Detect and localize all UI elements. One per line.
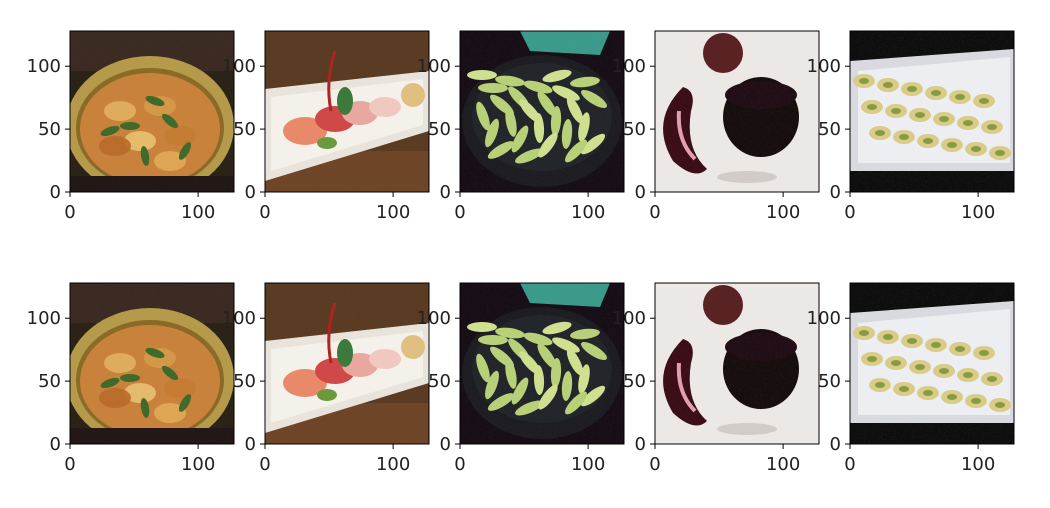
y-tick-label: 100 <box>417 308 451 329</box>
x-tick-label: 100 <box>181 454 215 475</box>
panel-r0-c0: 0 50 100 0 100 <box>27 30 235 223</box>
panel-r0-c2: 0 50 100 0 100 <box>417 30 625 223</box>
x-tick-label: 100 <box>961 454 995 475</box>
panel-image-sushi-rolls-tray <box>850 283 1014 444</box>
y-tick-label: 100 <box>612 308 646 329</box>
y-tick-label: 50 <box>818 371 841 392</box>
axes-frame <box>849 30 1015 193</box>
y-tick-label: 0 <box>830 434 841 455</box>
panel-image-curry-hot-pot <box>70 31 234 192</box>
y-tick-label: 100 <box>222 56 256 77</box>
x-tick-label: 100 <box>376 202 410 223</box>
axes-frame <box>459 30 625 193</box>
x-tick-label: 100 <box>571 202 605 223</box>
y-tick-label: 0 <box>50 434 61 455</box>
x-tick-label: 0 <box>649 454 660 475</box>
y-tick-label: 50 <box>623 119 646 140</box>
axes-frame <box>654 282 820 445</box>
axes-frame <box>69 282 235 445</box>
y-tick-label: 100 <box>417 56 451 77</box>
y-tick-label: 0 <box>50 182 61 203</box>
axes-frame <box>654 30 820 193</box>
y-tick-label: 50 <box>233 119 256 140</box>
x-tick-label: 0 <box>64 202 75 223</box>
y-tick-label: 0 <box>440 182 451 203</box>
x-tick-label: 0 <box>844 454 855 475</box>
y-tick-label: 0 <box>830 182 841 203</box>
panel-r0-c3: 0 50 100 0 100 <box>612 30 820 223</box>
panel-image-edamame-bowl <box>460 31 624 192</box>
panel-r0-c4: 0 50 100 0 100 <box>807 30 1015 223</box>
y-tick-label: 0 <box>635 182 646 203</box>
y-tick-label: 0 <box>635 434 646 455</box>
x-tick-label: 100 <box>766 454 800 475</box>
panel-image-sashimi-plate <box>265 283 429 444</box>
x-tick-label: 0 <box>649 202 660 223</box>
panel-r1-c3: 0 50 100 0 100 <box>612 282 820 475</box>
x-tick-label: 0 <box>454 202 465 223</box>
panel-image-chocolate-dessert <box>655 31 819 192</box>
axes-frame <box>264 282 430 445</box>
panel-r1-c1: 0 50 100 0 100 <box>222 282 430 475</box>
panel-image-edamame-bowl <box>460 283 624 444</box>
y-tick-label: 50 <box>428 371 451 392</box>
y-tick-label: 100 <box>807 56 841 77</box>
x-tick-label: 100 <box>961 202 995 223</box>
y-tick-label: 100 <box>27 56 61 77</box>
panel-r1-c2: 0 50 100 0 100 <box>417 282 625 475</box>
y-tick-label: 0 <box>245 434 256 455</box>
y-tick-label: 100 <box>807 308 841 329</box>
panel-image-curry-hot-pot <box>70 283 234 444</box>
panel-image-sashimi-plate <box>265 31 429 192</box>
x-tick-label: 0 <box>259 454 270 475</box>
axes-frame <box>459 282 625 445</box>
x-tick-label: 0 <box>259 202 270 223</box>
y-tick-label: 100 <box>222 308 256 329</box>
y-tick-label: 50 <box>818 119 841 140</box>
y-tick-label: 50 <box>623 371 646 392</box>
y-tick-label: 100 <box>612 56 646 77</box>
x-tick-label: 0 <box>844 202 855 223</box>
x-tick-label: 100 <box>376 454 410 475</box>
y-tick-label: 50 <box>38 119 61 140</box>
x-tick-label: 100 <box>766 202 800 223</box>
y-tick-label: 0 <box>440 434 451 455</box>
panel-r1-c0: 0 50 100 0 100 <box>27 282 235 475</box>
y-tick-label: 100 <box>27 308 61 329</box>
y-tick-label: 50 <box>38 371 61 392</box>
axes-frame <box>849 282 1015 445</box>
y-tick-label: 0 <box>245 182 256 203</box>
x-tick-label: 100 <box>181 202 215 223</box>
x-tick-label: 0 <box>454 454 465 475</box>
panel-image-sushi-rolls-tray <box>850 31 1014 192</box>
axes-frame <box>264 30 430 193</box>
x-tick-label: 100 <box>571 454 605 475</box>
y-tick-label: 50 <box>233 371 256 392</box>
panel-r1-c4: 0 50 100 0 100 <box>807 282 1015 475</box>
x-tick-label: 0 <box>64 454 75 475</box>
panel-image-chocolate-dessert <box>655 283 819 444</box>
axes-frame <box>69 30 235 193</box>
y-tick-label: 50 <box>428 119 451 140</box>
panel-r0-c1: 0 50 100 0 100 <box>222 30 430 223</box>
